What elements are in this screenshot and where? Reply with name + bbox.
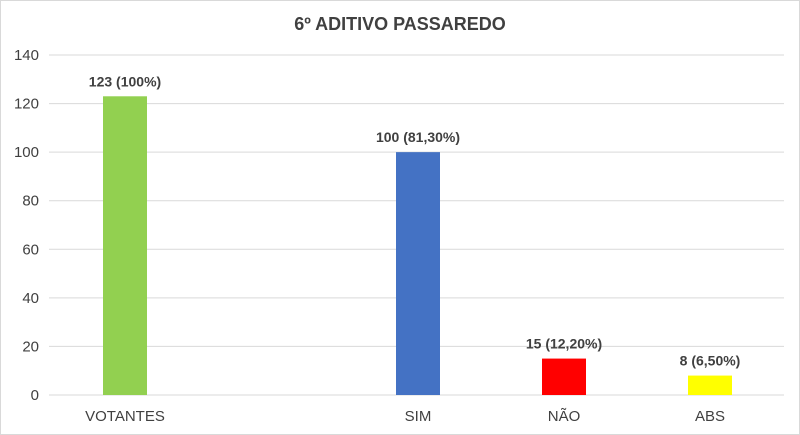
data-label: 123 (100%): [89, 73, 161, 89]
bar-sim: [396, 152, 440, 395]
y-tick-label: 40: [22, 290, 39, 307]
category-label: VOTANTES: [85, 408, 165, 425]
bars: [103, 96, 732, 396]
chart-title: 6º ADITIVO PASSAREDO: [294, 14, 506, 34]
bar-nao: [542, 358, 586, 395]
y-axis-ticks: 0 20 40 60 80 100 120 140: [14, 47, 39, 404]
y-tick-label: 100: [14, 144, 39, 161]
bar-abs: [688, 375, 732, 395]
category-label: ABS: [695, 408, 725, 425]
data-label: 15 (12,20%): [526, 336, 602, 352]
y-tick-label: 140: [14, 47, 39, 64]
bar-votantes: [103, 96, 147, 396]
y-tick-label: 20: [22, 338, 39, 355]
y-tick-label: 80: [22, 193, 39, 210]
category-label: SIM: [405, 408, 432, 425]
y-tick-label: 120: [14, 96, 39, 113]
data-labels: 123 (100%) 100 (81,30%) 15 (12,20%) 8 (6,50…: [89, 73, 741, 368]
data-label: 8 (6,50%): [680, 353, 741, 369]
category-labels: VOTANTES SIM NÃO ABS: [85, 408, 725, 425]
y-tick-label: 60: [22, 241, 39, 258]
data-label: 100 (81,30%): [376, 129, 460, 145]
category-label: NÃO: [548, 408, 581, 425]
y-tick-label: 0: [31, 387, 39, 404]
